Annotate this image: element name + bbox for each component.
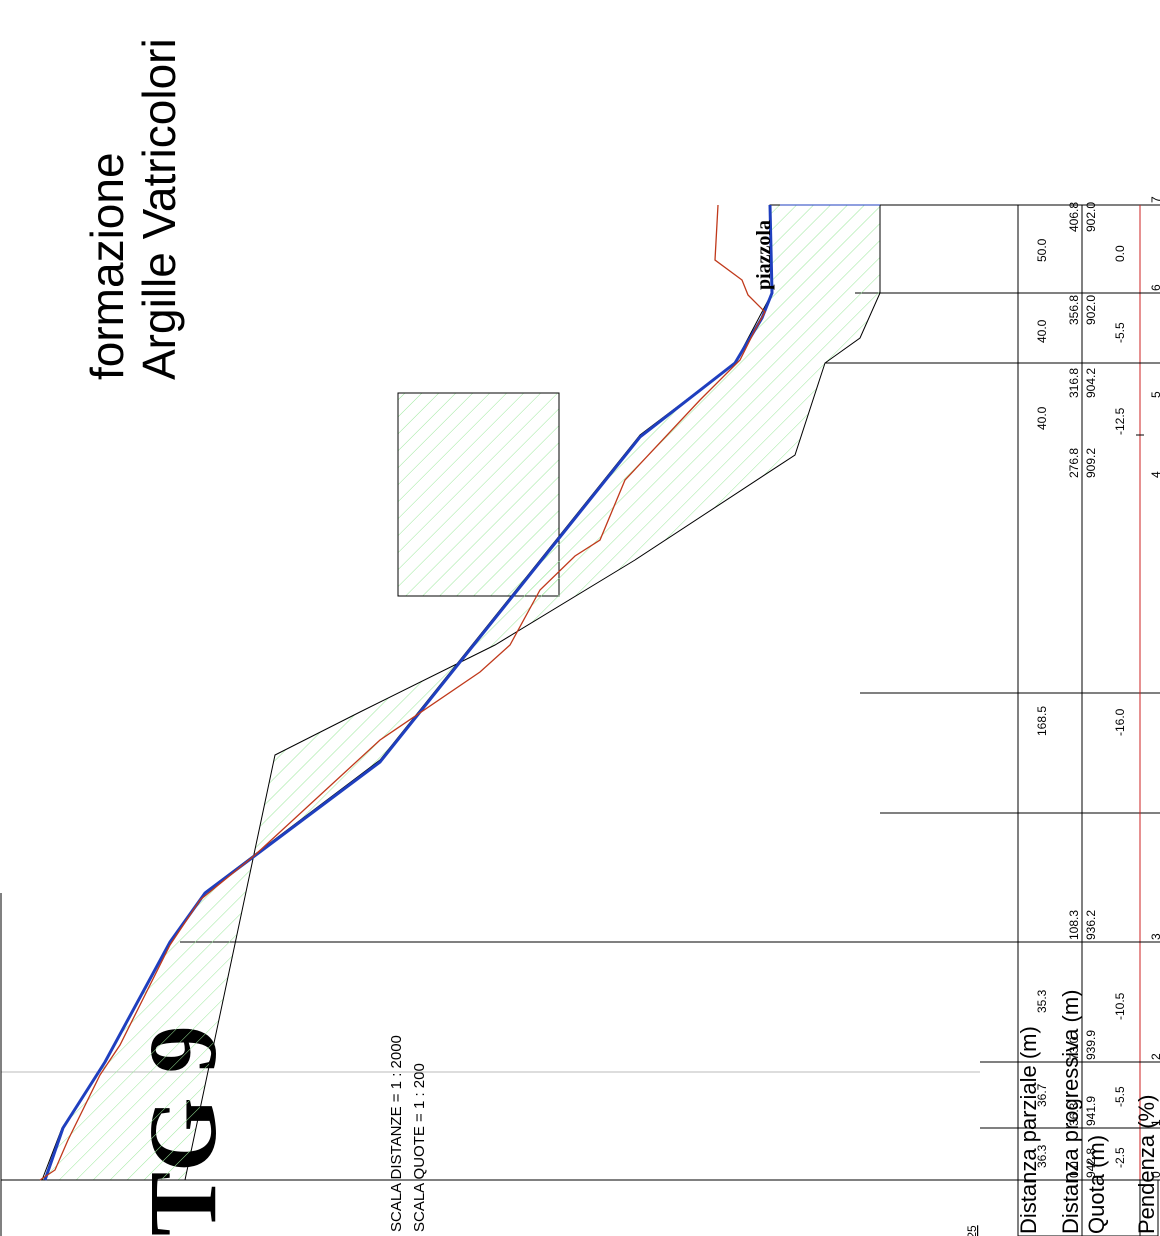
segment-partial: 40.0 [1035,406,1049,430]
section-progressive: 356.8 [1067,295,1081,325]
legend-swatch [397,392,560,597]
segment-slope: -2.5 [1113,1147,1127,1168]
segment-slope: -5.5 [1113,322,1127,343]
section-elevation: 942.8 [1084,1148,1098,1178]
piazzola-label: piazzola [753,220,775,290]
section-progressive: 108.3 [1067,910,1081,940]
section-progressive: 406.8 [1067,202,1081,232]
project-line [43,204,774,1181]
slope-ticks [1136,292,1144,1129]
segment-partial: 35.3 [1035,989,1049,1013]
segment-slope: -10.5 [1113,992,1127,1020]
legend-label-formazione: formazione [81,152,133,380]
section-index: 0 [1149,1171,1160,1178]
segment-slope: -5.5 [1113,1086,1127,1107]
section-progressive: 73.0 [1067,1036,1081,1060]
header-elevation: Quota (m) [1084,1135,1109,1234]
section-elevation: 902.0 [1084,295,1098,325]
section-elevation: 909.2 [1084,448,1098,478]
section-index: 3 [1149,933,1160,940]
section-progressive: 0.0 [1067,1161,1081,1178]
scale-heights: SCALA QUOTE = 1 : 200 [411,1063,428,1232]
header-progressive-distance: Distanza progressiva (m) [1058,989,1083,1234]
section-index: 5 [1149,391,1160,398]
section-elevation: 939.9 [1084,1030,1098,1060]
section-index: 1 [1149,1119,1160,1126]
header-slope: Pendenza (%) [1134,1095,1159,1234]
section-index: 7 [1149,196,1160,203]
section-progressive: 36.3 [1067,1102,1081,1126]
legend: formazione Argille Vatricolori [81,38,560,597]
datum-label: 888.25 [965,1225,979,1236]
header-partial-distance: Distanza parziale (m) [1016,1026,1041,1234]
legend-label-formation-name: Argille Vatricolori [133,38,185,380]
section-index: 2 [1149,1053,1160,1060]
segment-partial: 36.3 [1035,1144,1049,1168]
section-index: 6 [1149,284,1160,291]
section-labels: 0.0 942.8 0 36.3 941.9 1 73.0 939.9 2 10… [1067,196,1160,1178]
section-elevation: 904.2 [1084,368,1098,398]
section-elevation: 936.2 [1084,910,1098,940]
section-elevation: 902.0 [1084,202,1098,232]
segment-partial: 36.7 [1035,1083,1049,1107]
terrain-line [39,204,766,1181]
section-index: 4 [1149,471,1160,478]
segment-partial: 50.0 [1035,238,1049,262]
segment-slope: 0.0 [1113,245,1127,262]
segment-slope: -16.0 [1113,708,1127,736]
scale-distances: SCALA DISTANZE = 1 : 2000 [388,1035,405,1232]
segment-labels: 36.3 -2.5 36.7 -5.5 35.3 -10.5 168.5 -16… [1035,238,1127,1168]
segment-partial: 40.0 [1035,319,1049,343]
section-progressive: 316.8 [1067,368,1081,398]
segment-slope: -12.5 [1113,407,1127,435]
segment-partial: 168.5 [1035,706,1049,736]
section-elevation: 941.9 [1084,1096,1098,1126]
section-progressive: 276.8 [1067,448,1081,478]
